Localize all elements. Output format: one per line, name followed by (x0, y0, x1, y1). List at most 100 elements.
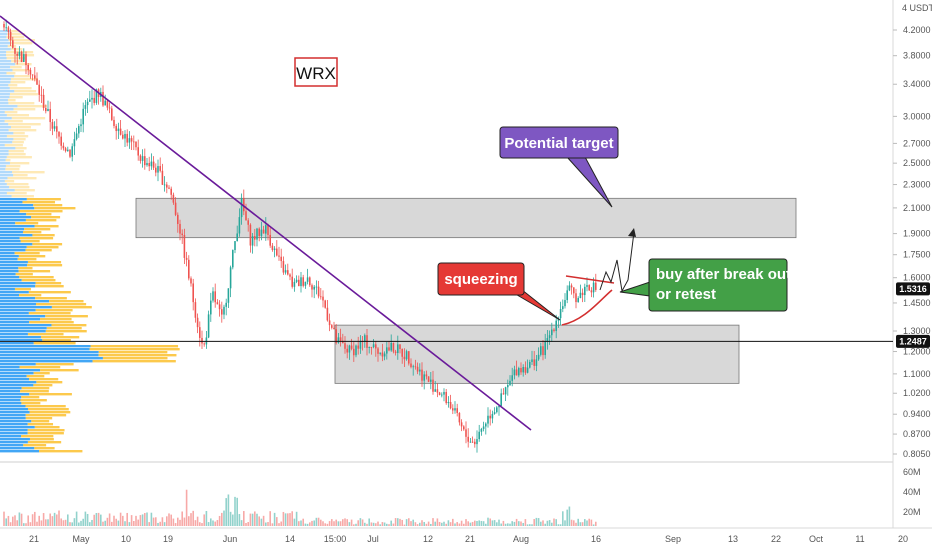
profile-bar-buy (0, 45, 8, 48)
profile-bar-sell (20, 240, 40, 243)
candle-body (144, 156, 146, 166)
profile-bar-sell (8, 153, 26, 156)
profile-bar-buy (0, 216, 32, 219)
candle-body (150, 161, 153, 167)
profile-bar-sell (25, 249, 52, 252)
volume-bar (542, 520, 544, 526)
volume-bar (559, 524, 562, 526)
candle-body (80, 124, 82, 127)
candle-body (185, 257, 188, 260)
profile-bar-sell (14, 252, 40, 255)
volume-bar (60, 518, 62, 526)
candle-body (434, 389, 436, 392)
volume-bar (177, 517, 179, 526)
profile-bar-sell (4, 120, 23, 123)
projection-arrowhead (628, 228, 636, 237)
volume-bar (245, 523, 247, 526)
profile-bar-sell (6, 135, 29, 138)
profile-bar-sell (26, 213, 52, 216)
time-tick-label: 21 (465, 534, 475, 544)
profile-bar-sell (14, 90, 37, 93)
candle-body (284, 270, 287, 273)
volume-bar (485, 523, 487, 526)
candle-body (3, 23, 5, 28)
profile-bar-buy (0, 270, 19, 273)
profile-bar-buy (0, 183, 7, 186)
candle-body (491, 413, 494, 419)
volume-bar (221, 512, 223, 526)
volume-bar (335, 519, 337, 526)
profile-bar-sell (8, 39, 35, 42)
volume-bar (317, 517, 320, 526)
volume-bar (146, 512, 148, 526)
volume-bar (84, 511, 87, 526)
volume-bar (53, 512, 56, 526)
profile-bar-buy (0, 51, 7, 54)
candle-body (276, 248, 278, 256)
volume-bar (64, 519, 67, 526)
profile-bar-sell (19, 237, 54, 240)
profile-bar-sell (29, 378, 59, 381)
volume-bar (247, 522, 249, 526)
candle-body (427, 376, 430, 382)
volume-bar (487, 517, 489, 526)
price-tick-label: 0.8700 (903, 429, 931, 439)
profile-bar-buy (0, 288, 15, 291)
candle-body (194, 302, 197, 318)
candle-body (504, 387, 507, 395)
profile-bar-buy (0, 375, 27, 378)
time-tick-label: 21 (29, 534, 39, 544)
candle-body (282, 261, 285, 273)
profile-bar-buy (0, 261, 28, 264)
volume-bar (130, 515, 133, 526)
candle-body (509, 380, 511, 386)
profile-bar-sell (5, 165, 21, 168)
profile-bar-buy (0, 75, 15, 78)
profile-bar-buy (0, 174, 14, 177)
candle-body (511, 375, 513, 381)
candle-body (271, 245, 274, 250)
profile-bar-buy (0, 60, 12, 63)
profile-bar-buy (0, 318, 41, 321)
time-tick-label: 15:00 (324, 534, 347, 544)
profile-bar-buy (0, 333, 28, 336)
volume-bar (350, 519, 353, 526)
profile-bar-buy (0, 393, 30, 396)
profile-bar-buy (0, 267, 19, 270)
candle-body (401, 349, 403, 357)
volume-bar (185, 489, 188, 526)
profile-bar-sell (27, 261, 62, 264)
volume-bar (416, 524, 419, 526)
volume-bar (89, 522, 91, 526)
candle-body (298, 279, 300, 287)
profile-bar-sell (32, 234, 55, 237)
profile-bar-buy (0, 339, 43, 342)
volume-bar (271, 523, 274, 526)
time-tick-label: 20 (898, 534, 908, 544)
profile-bar-sell (18, 267, 33, 270)
profile-bar-sell (10, 78, 38, 81)
volume-bar (458, 523, 461, 526)
profile-bar-sell (42, 339, 71, 342)
volume-bar (3, 511, 5, 526)
profile-bar-sell (13, 138, 26, 141)
candle-body (225, 302, 227, 307)
volume-bar (463, 523, 465, 526)
profile-bar-buy (0, 405, 26, 408)
volume-bar (570, 519, 573, 526)
volume-bar (300, 520, 302, 526)
candle-body (315, 286, 318, 288)
volume-tick-label: 20M (903, 507, 921, 517)
profile-bar-buy (0, 303, 37, 306)
candle-body (7, 27, 10, 32)
candle-body (359, 340, 362, 349)
candle-body (386, 347, 388, 354)
candle-body (29, 69, 32, 75)
candle-body (16, 53, 18, 56)
profile-bar-sell (92, 360, 176, 363)
price-tick-label: 3.4000 (903, 79, 931, 89)
candle-body (170, 188, 172, 195)
volume-bar (370, 522, 373, 526)
candle-body (348, 345, 351, 353)
candle-body (399, 344, 401, 350)
